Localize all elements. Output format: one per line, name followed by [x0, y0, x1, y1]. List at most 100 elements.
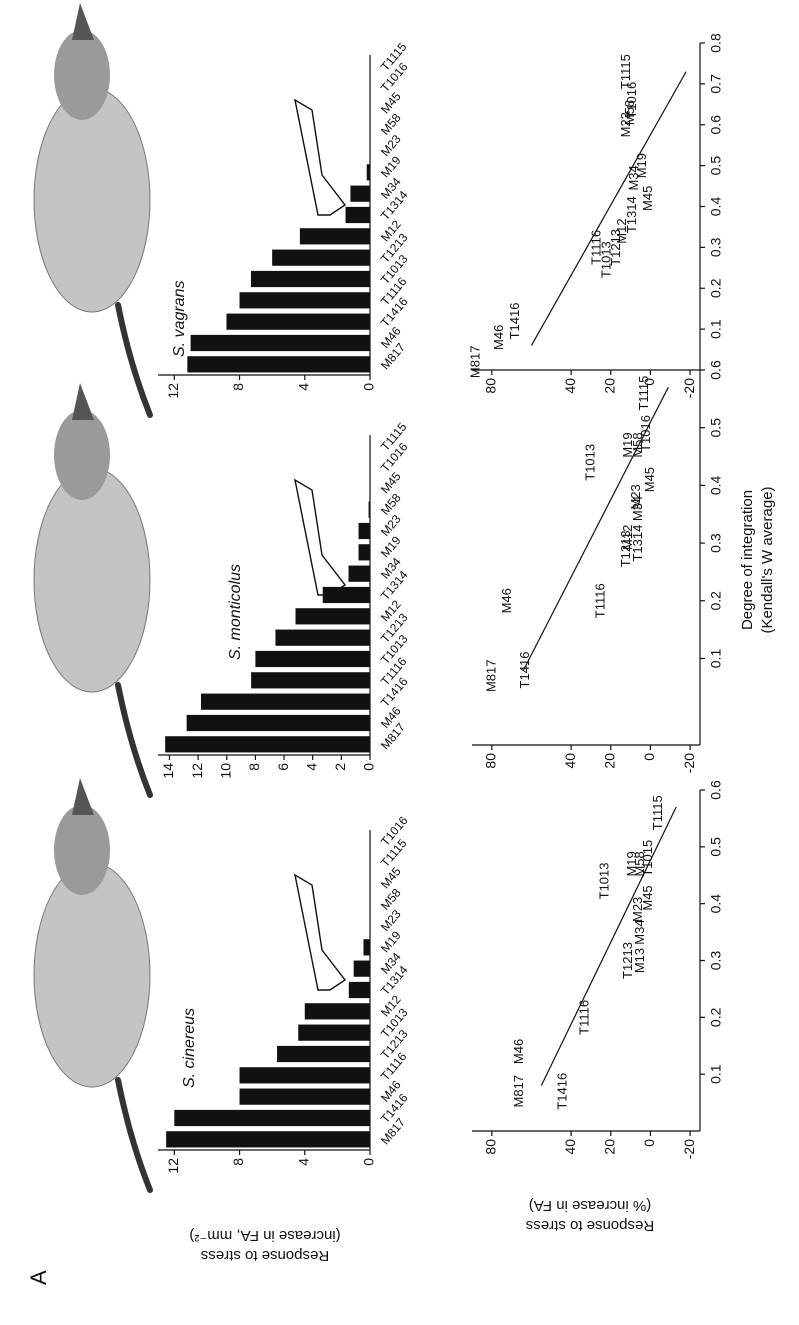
chart-title: S. cinereus	[181, 1008, 198, 1088]
bar	[272, 250, 370, 266]
x-tick-label: M23	[378, 132, 404, 159]
point-label: M34	[632, 919, 647, 944]
chart-title: S. vagrans	[171, 281, 188, 357]
y-tick-label: 80	[483, 378, 499, 394]
y-axis-label: (% increase in FA)	[529, 1197, 652, 1214]
y-tick-label: 10	[217, 763, 233, 779]
point-label: T1013	[582, 444, 597, 481]
bar	[255, 651, 370, 667]
bar	[191, 335, 370, 351]
point-label: T1115	[650, 795, 665, 830]
x-tick-label: M58	[378, 111, 404, 138]
bar	[298, 1025, 370, 1041]
jaw-sketch	[295, 875, 345, 990]
bar	[174, 1110, 370, 1126]
bar	[251, 672, 370, 688]
x-tick-label: 0.2	[708, 278, 724, 298]
shrew-body	[34, 468, 150, 692]
bar	[349, 982, 370, 998]
x-tick-label: M45	[378, 89, 404, 116]
shrew-snout	[72, 383, 94, 420]
bar	[305, 1003, 370, 1019]
point-label: T1314	[630, 525, 645, 562]
x-tick-label: 0.3	[708, 951, 724, 971]
y-tick-label: 4	[295, 383, 311, 391]
point-label: M817	[467, 346, 482, 379]
bar	[349, 566, 370, 582]
x-tick-label: M19	[378, 153, 404, 180]
x-tick-label: 0.7	[708, 74, 724, 94]
shrew-tail	[118, 685, 150, 795]
x-tick-label: 0.8	[708, 33, 724, 53]
x-tick-label: M23	[378, 512, 404, 539]
bar	[240, 1067, 370, 1083]
y-tick-label: 80	[483, 1139, 499, 1155]
point-label: M19	[634, 153, 649, 178]
y-tick-label: 40	[562, 1139, 578, 1155]
bar	[369, 502, 370, 518]
point-label: M13	[632, 948, 647, 973]
jaw-sketch	[295, 100, 345, 215]
shrew-body	[34, 863, 150, 1087]
x-tick-label: 0.2	[708, 1007, 724, 1027]
y-tick-label: 0	[361, 1158, 377, 1166]
point-label: T1015	[640, 840, 655, 877]
y-tick-label: 0	[361, 763, 377, 771]
point-label: M45	[642, 467, 657, 492]
x-tick-label: 0.4	[708, 894, 724, 914]
x-tick-label: M23	[378, 907, 404, 934]
bar	[165, 736, 370, 752]
y-tick-label: 2	[332, 763, 348, 771]
y-tick-label: 4	[295, 1158, 311, 1166]
point-label: T1116	[592, 583, 607, 618]
x-tick-label: 0.6	[708, 360, 724, 380]
bar	[346, 207, 370, 223]
x-tick-label: M58	[378, 491, 404, 518]
x-tick-label: M45	[378, 469, 404, 496]
figure: A Response to stress (increase in FA, mm…	[0, 0, 799, 1325]
y-tick-label: 40	[562, 753, 578, 769]
y-tick-label: 8	[246, 763, 262, 771]
point-label: T1416	[555, 1073, 570, 1110]
fit-line	[541, 807, 676, 1085]
y-tick-label: 4	[303, 763, 319, 771]
point-label: M23	[628, 484, 643, 509]
bar	[323, 587, 370, 603]
x-tick-label: 0.6	[708, 780, 724, 800]
x-tick-label: 0.3	[708, 237, 724, 257]
point-label: M817	[483, 660, 498, 693]
bar	[251, 271, 370, 287]
y-tick-label: 0	[641, 1139, 657, 1147]
x-tick-label: 0.2	[708, 591, 724, 611]
y-tick-label: 12	[165, 383, 181, 399]
chart-title: S. monticolus	[227, 564, 244, 660]
fit-line	[531, 72, 686, 346]
shrew-snout	[72, 3, 94, 40]
x-axis-label: (Kendall's W average)	[759, 486, 776, 633]
point-label: T1416	[507, 303, 522, 340]
bar	[240, 292, 370, 308]
y-tick-label: 12	[165, 1158, 181, 1174]
y-tick-label: 80	[483, 753, 499, 769]
y-tick-label: -20	[681, 378, 697, 398]
y-tick-label: 8	[230, 383, 246, 391]
x-tick-label: 0.5	[708, 837, 724, 857]
x-tick-label: M45	[378, 864, 404, 891]
bar	[296, 608, 370, 624]
bar	[240, 1089, 370, 1105]
point-label: T1416	[517, 652, 532, 689]
bar	[277, 1046, 370, 1062]
x-tick-label: 0.1	[708, 1064, 724, 1084]
point-label: M46	[511, 1039, 526, 1064]
bar	[300, 228, 370, 244]
x-tick-label: M19	[378, 533, 404, 560]
bar	[187, 715, 370, 731]
bar	[354, 961, 370, 977]
y-tick-label: 20	[601, 753, 617, 769]
y-tick-label: -20	[681, 1139, 697, 1159]
bar	[359, 523, 370, 539]
x-tick-label: 0.1	[708, 319, 724, 339]
jaw-sketch	[295, 480, 345, 595]
point-label: M45	[640, 885, 655, 910]
point-label: M46	[499, 588, 514, 613]
